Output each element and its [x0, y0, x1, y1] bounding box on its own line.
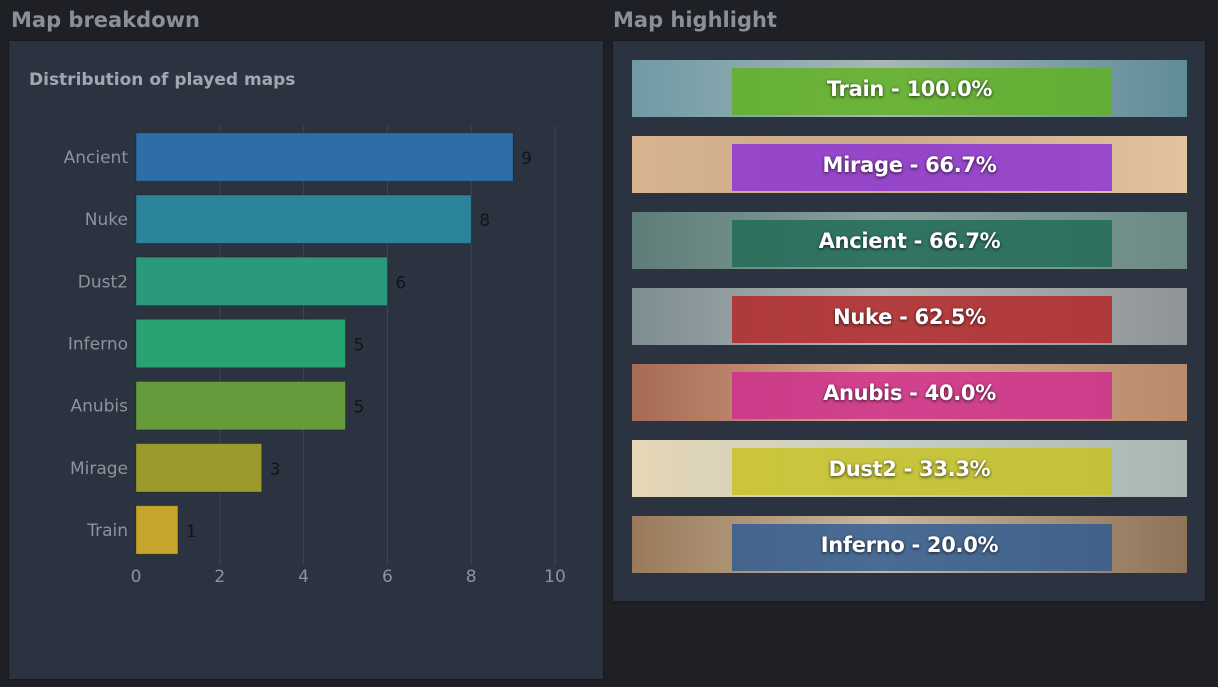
highlight-color-strip — [732, 524, 1112, 571]
highlight-color-strip — [732, 372, 1112, 419]
category-label: Inferno — [68, 335, 128, 355]
bar-train — [135, 505, 179, 555]
bar-nuke — [135, 194, 472, 244]
data-label: 6 — [395, 273, 406, 293]
highlight-ancient: Ancient - 66.7% — [632, 212, 1187, 269]
highlight-label: Mirage - 66.7% — [822, 152, 997, 177]
highlight-color-strip — [732, 448, 1112, 495]
category-label: Dust2 — [78, 272, 128, 292]
data-label: 8 — [479, 211, 490, 231]
x-tick-label: 10 — [544, 567, 566, 587]
bar-dust2 — [135, 256, 388, 307]
highlight-label: Dust2 - 33.3% — [828, 456, 991, 481]
category-label: Ancient — [64, 148, 129, 168]
bar-chart: 0 2 4 6 8 10 Ancient 9 Nuke 8 Dust2 6 Inferno 5 Anubis… — [64, 126, 566, 587]
highlight-color-strip — [732, 220, 1112, 267]
highlight-label: Nuke - 62.5% — [833, 304, 986, 329]
highlight-nuke: Nuke - 62.5% — [632, 288, 1187, 345]
map-breakdown-panel: Distribution of played maps 0 2 4 6 8 10 Ancie… — [9, 41, 603, 679]
x-tick-label: 6 — [382, 567, 393, 587]
data-label: 1 — [186, 522, 197, 542]
data-label: 3 — [270, 460, 281, 480]
data-label: 5 — [354, 336, 365, 356]
x-tick-label: 8 — [466, 567, 477, 587]
map-breakdown-title: Map breakdown — [11, 8, 200, 32]
x-tick-label: 4 — [298, 567, 309, 587]
data-label: 9 — [521, 149, 532, 169]
highlight-train: Train - 100.0% — [632, 60, 1187, 117]
x-tick-label: 2 — [214, 567, 225, 587]
category-label: Train — [86, 521, 128, 541]
highlight-color-strip — [732, 296, 1112, 343]
x-tick-label: 0 — [131, 567, 142, 587]
bar-anubis — [135, 380, 346, 431]
highlight-anubis: Anubis - 40.0% — [632, 364, 1187, 421]
highlight-label: Train - 100.0% — [826, 76, 993, 101]
category-label: Nuke — [85, 210, 128, 230]
map-highlight-title: Map highlight — [613, 8, 777, 32]
highlight-label: Ancient - 66.7% — [818, 228, 1001, 253]
highlight-inferno: Inferno - 20.0% — [632, 516, 1187, 573]
bar-ancient — [135, 132, 514, 182]
bar-mirage — [135, 443, 263, 493]
category-label: Mirage — [70, 459, 128, 479]
highlight-mirage: Mirage - 66.7% — [632, 136, 1187, 193]
chart-title: Distribution of played maps — [29, 70, 296, 90]
bar-inferno — [135, 318, 346, 369]
highlight-dust2: Dust2 - 33.3% — [632, 440, 1187, 497]
highlight-label: Inferno - 20.0% — [820, 532, 999, 557]
map-highlight-panel: Train - 100.0% Mirage - 66.7% Ancient - 66… — [613, 41, 1205, 601]
category-label: Anubis — [70, 397, 128, 417]
highlight-color-strip — [732, 144, 1112, 191]
data-label: 5 — [354, 398, 365, 418]
highlight-color-strip — [732, 68, 1112, 115]
highlight-label: Anubis - 40.0% — [823, 380, 996, 405]
